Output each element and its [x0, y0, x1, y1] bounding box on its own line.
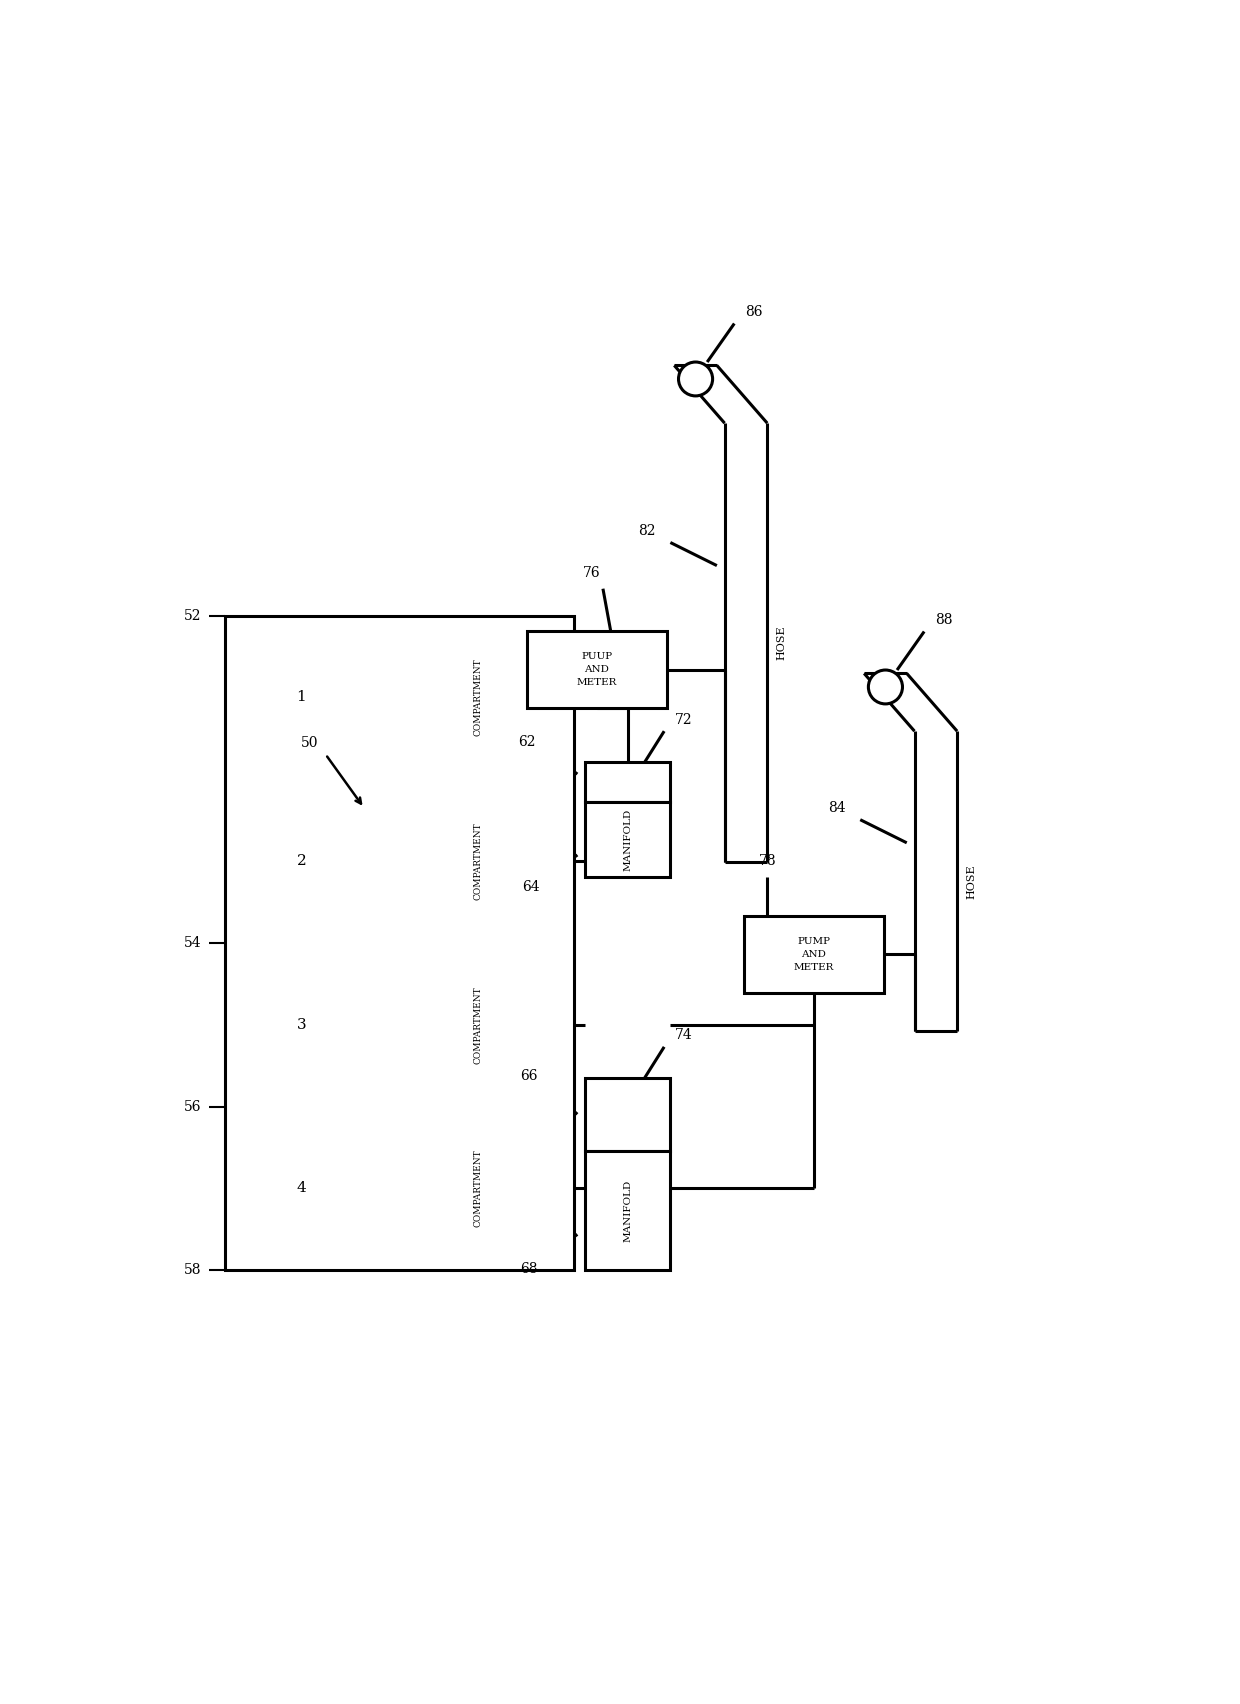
Text: COMPARTMENT: COMPARTMENT [474, 823, 482, 900]
Text: 54: 54 [184, 935, 201, 949]
Circle shape [868, 670, 903, 704]
Text: 2: 2 [296, 854, 306, 867]
Text: PUUP: PUUP [582, 653, 613, 661]
Bar [585, 803, 671, 878]
Bar [585, 762, 671, 803]
Text: 82: 82 [639, 523, 656, 538]
Text: 56: 56 [184, 1099, 201, 1113]
Text: COMPARTMENT: COMPARTMENT [474, 659, 482, 736]
Bar [744, 917, 883, 993]
Text: 68: 68 [521, 1263, 538, 1276]
Text: HOSE: HOSE [776, 625, 786, 659]
Text: 4: 4 [296, 1181, 306, 1195]
Text: COMPARTMENT: COMPARTMENT [474, 987, 482, 1063]
Text: 3: 3 [296, 1017, 306, 1031]
Circle shape [678, 361, 713, 395]
Bar [224, 615, 573, 1269]
Text: 52: 52 [184, 608, 201, 622]
Text: 84: 84 [828, 801, 846, 815]
Text: 58: 58 [184, 1263, 201, 1278]
Text: AND: AND [801, 949, 826, 959]
Text: 78: 78 [759, 854, 776, 867]
Bar [585, 1077, 671, 1150]
Text: 72: 72 [675, 712, 692, 726]
Text: 86: 86 [745, 305, 763, 319]
Text: MANIFOLD: MANIFOLD [624, 1179, 632, 1242]
Text: PUMP: PUMP [797, 937, 831, 946]
Text: 1: 1 [296, 690, 306, 704]
Text: COMPARTMENT: COMPARTMENT [474, 1150, 482, 1227]
Text: 62: 62 [518, 734, 536, 748]
Text: HOSE: HOSE [966, 864, 976, 898]
Text: 88: 88 [935, 613, 952, 627]
Text: METER: METER [577, 678, 618, 687]
Text: METER: METER [794, 963, 835, 971]
Text: 76: 76 [583, 566, 600, 581]
Text: 50: 50 [301, 736, 319, 750]
Text: MANIFOLD: MANIFOLD [624, 809, 632, 871]
Text: AND: AND [584, 665, 609, 675]
Bar [585, 1150, 671, 1269]
Text: 64: 64 [522, 881, 539, 895]
Text: 66: 66 [521, 1068, 538, 1082]
Bar [527, 630, 667, 709]
Text: 74: 74 [675, 1028, 692, 1043]
